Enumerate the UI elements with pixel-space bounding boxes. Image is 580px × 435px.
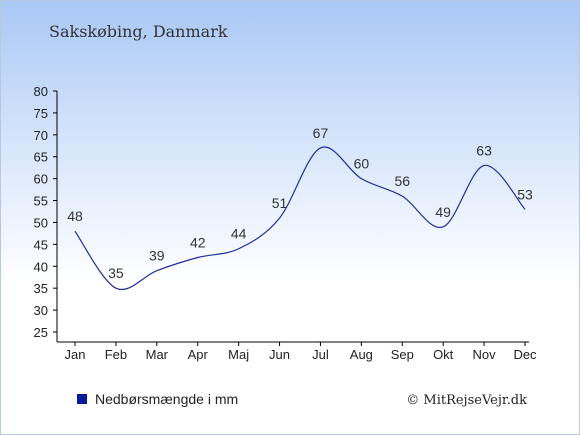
y-tick-label: 80 [34,84,48,99]
data-label: 49 [435,204,451,220]
data-label: 42 [190,235,206,251]
y-tick-label: 75 [34,106,48,121]
y-tick-label: 30 [34,303,48,318]
data-label: 44 [231,226,247,242]
data-label: 67 [313,125,329,141]
y-tick-label: 50 [34,215,48,230]
series-line [74,146,526,291]
credit-text: © MitRejseVejr.dk [406,393,527,408]
x-tick-label: Aug [350,347,373,362]
chart-axes: 25 30 35 40 45 50 55 60 65 70 75 80 Jan Feb Mar Apr Maj J… [34,84,538,362]
x-tick-label: Okt [433,347,454,362]
x-tick-label: Jan [65,347,86,362]
data-label: 60 [354,156,370,172]
x-tick-label: Mar [146,347,169,362]
x-tick-label: Maj [228,347,249,362]
data-label: 53 [517,186,533,202]
legend-label: Nedbørsmængde i mm [95,391,238,407]
y-tick-label: 70 [34,128,48,143]
x-tick-label: Apr [188,347,209,362]
data-label: 48 [67,208,83,224]
data-label: 35 [108,265,124,281]
chart-legend: Nedbørsmængde i mm [77,391,238,407]
y-tick-label: 55 [34,194,48,209]
y-tick-label: 65 [34,150,48,165]
y-tick-label: 25 [34,325,48,340]
chart-title: Sakskøbing, Danmark [49,22,228,41]
data-label: 51 [272,195,288,211]
data-label: 39 [149,248,165,264]
x-tick-label: Dec [513,347,537,362]
x-tick-label: Feb [105,347,127,362]
y-tick-label: 60 [34,172,48,187]
legend-swatch [77,394,87,404]
y-tick-label: 35 [34,281,48,296]
x-tick-label: Jul [312,347,329,362]
y-tick-label: 40 [34,259,48,274]
data-label: 56 [394,173,410,189]
chart-marks: 48 35 39 42 44 51 67 60 56 49 63 53 [67,125,533,291]
data-label: 63 [476,142,492,158]
x-tick-label: Sep [391,347,414,362]
x-tick-label: Jun [269,347,290,362]
y-tick-label: 45 [34,237,48,252]
x-tick-label: Nov [473,347,497,362]
